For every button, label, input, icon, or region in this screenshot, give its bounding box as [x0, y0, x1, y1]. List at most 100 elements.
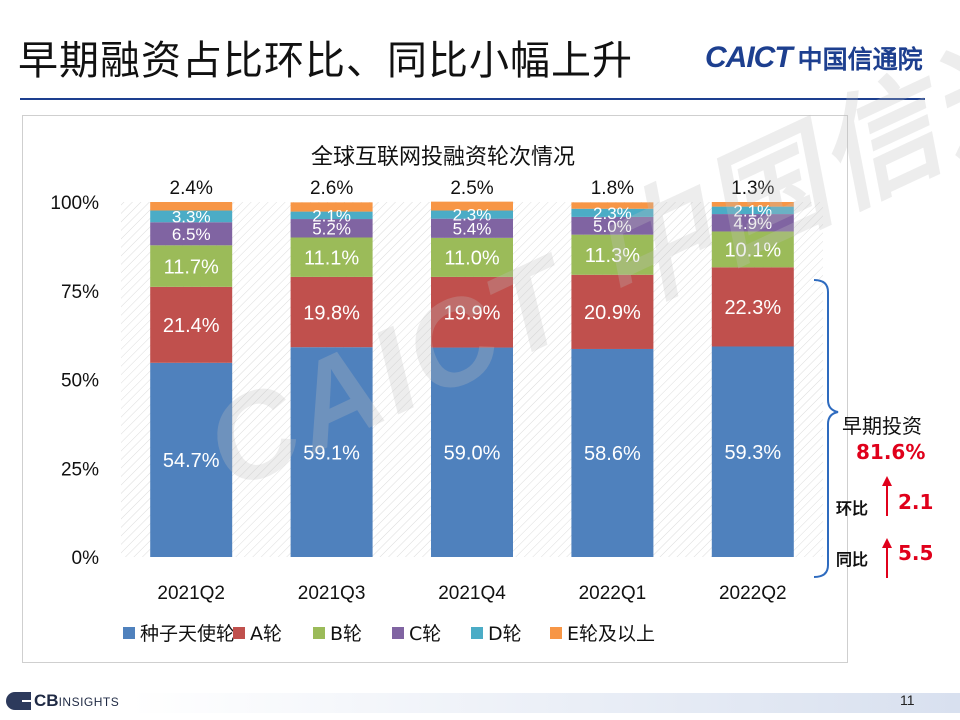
bar-segment [150, 245, 233, 287]
data-label: 4.9% [733, 214, 772, 233]
chart-title: 全球互联网投融资轮次情况 [311, 145, 575, 170]
bar-segment [150, 286, 233, 363]
bar-segment [711, 202, 794, 207]
bar-segment [150, 202, 233, 211]
title-divider [20, 98, 925, 100]
x-tick-label: 2022Q1 [579, 583, 647, 604]
x-tick-label: 2021Q2 [157, 583, 225, 604]
y-tick-label: 50% [61, 371, 99, 392]
data-label: 11.7% [164, 256, 219, 278]
data-label: 2.3% [593, 204, 632, 223]
yoy-arrow-icon [882, 538, 892, 578]
y-tick-label: 25% [61, 459, 99, 480]
early-investment-panel: 早期投资 81.6% 环比 2.1 同比 5.5 [812, 270, 952, 590]
bar-segment [571, 202, 654, 209]
legend-swatch [123, 627, 135, 639]
data-label: 1.3% [731, 178, 774, 199]
early-investment-label: 早期投资 [842, 414, 922, 438]
bar-segment [290, 219, 373, 238]
data-label: 11.3% [585, 245, 640, 267]
y-tick-label: 75% [61, 282, 99, 303]
bar-segment [150, 210, 233, 223]
bar-segment [571, 234, 654, 275]
qoq-arrow-icon [882, 476, 892, 516]
data-label: 59.0% [444, 442, 501, 464]
bar-segment [711, 346, 794, 557]
bar-segment [431, 201, 513, 211]
stacked-bar-chart: 全球互联网投融资轮次情况 0% 25% 50% 75% 100% 54.7% 21.4% 11.… [50, 145, 823, 645]
qoq-label: 环比 [836, 499, 869, 518]
qoq-value: 2.1 [898, 490, 934, 514]
bar-segment [150, 362, 233, 557]
legend-label: E轮及以上 [567, 623, 655, 645]
bar-segment [711, 231, 794, 268]
cbinsights-cb-text: CB [34, 691, 59, 710]
bar-segment [571, 216, 654, 235]
legend-swatch [471, 627, 483, 639]
legend-swatch [233, 627, 245, 639]
bracket-brace [813, 279, 892, 578]
data-label: 22.3% [724, 297, 781, 319]
data-label: 59.1% [303, 442, 360, 464]
bar-segment [431, 276, 513, 348]
y-tick-label: 0% [72, 548, 100, 569]
bar-segment [711, 214, 794, 232]
chart-frame: 全球互联网投融资轮次情况 0% 25% 50% 75% 100% 54.7% 21.4% 11.… [22, 0, 960, 663]
bar-segment [290, 237, 373, 277]
logo-text-cn: 中国信通院 [797, 45, 923, 74]
bar-segment [290, 202, 373, 212]
legend-label: C轮 [409, 623, 441, 645]
bar-segment [150, 222, 233, 246]
data-label: 2.1% [733, 201, 772, 220]
cbinsights-insights-text: INSIGHTS [58, 695, 120, 709]
bar-segment [571, 208, 654, 217]
legend-swatch [550, 627, 562, 639]
data-label: 19.9% [444, 302, 501, 324]
data-label: 58.6% [584, 443, 641, 465]
data-label: 2.3% [453, 206, 492, 225]
legend-label: A轮 [250, 623, 282, 645]
data-label: 1.8% [591, 178, 634, 199]
bar-segment [711, 267, 794, 347]
bar-segment [290, 347, 373, 557]
data-label: 6.5% [172, 225, 211, 244]
data-label: 2.5% [450, 178, 493, 199]
data-label: 5.0% [593, 217, 632, 236]
legend-swatch [313, 627, 325, 639]
logo-text-en: CAICT [705, 41, 793, 74]
data-label: 3.3% [172, 207, 211, 226]
legend-label: B轮 [330, 623, 362, 645]
slide-title: 早期融资占比环比、同比小幅上升 [18, 38, 633, 84]
bar-segment [431, 218, 513, 238]
bar-segment [571, 348, 654, 557]
x-tick-label: 2021Q3 [298, 583, 366, 604]
data-label: 11.1% [304, 247, 359, 269]
data-label: 5.4% [453, 219, 492, 238]
data-label: 20.9% [584, 302, 641, 324]
legend-label: D轮 [488, 623, 522, 645]
bar-segment [571, 274, 654, 349]
yoy-label: 同比 [836, 550, 869, 569]
cbinsights-mark-icon [6, 690, 32, 712]
legend-label: 种子天使轮 [140, 623, 235, 645]
data-label: 2.4% [170, 178, 213, 199]
bar-segment [290, 211, 373, 220]
data-label: 2.6% [310, 178, 353, 199]
data-label: 5.2% [312, 219, 351, 238]
bar-segment [431, 237, 513, 277]
footer-bar [130, 693, 960, 713]
caict-logo: CAICT 中国信通院 [705, 40, 923, 76]
bar-segment [711, 206, 794, 215]
y-tick-label: 100% [50, 193, 99, 214]
cbinsights-logo: CBINSIGHTS [6, 690, 119, 712]
bar-segment [431, 347, 513, 557]
bar-segment [431, 210, 513, 219]
x-tick-label: 2022Q2 [719, 583, 787, 604]
page-number: 11 [900, 692, 915, 708]
data-label: 21.4% [163, 315, 220, 337]
x-tick-label: 2021Q4 [438, 583, 506, 604]
legend-swatch [392, 627, 404, 639]
data-label: 10.1% [724, 240, 781, 262]
bar-segment [290, 276, 373, 348]
early-investment-value: 81.6% [856, 440, 926, 464]
